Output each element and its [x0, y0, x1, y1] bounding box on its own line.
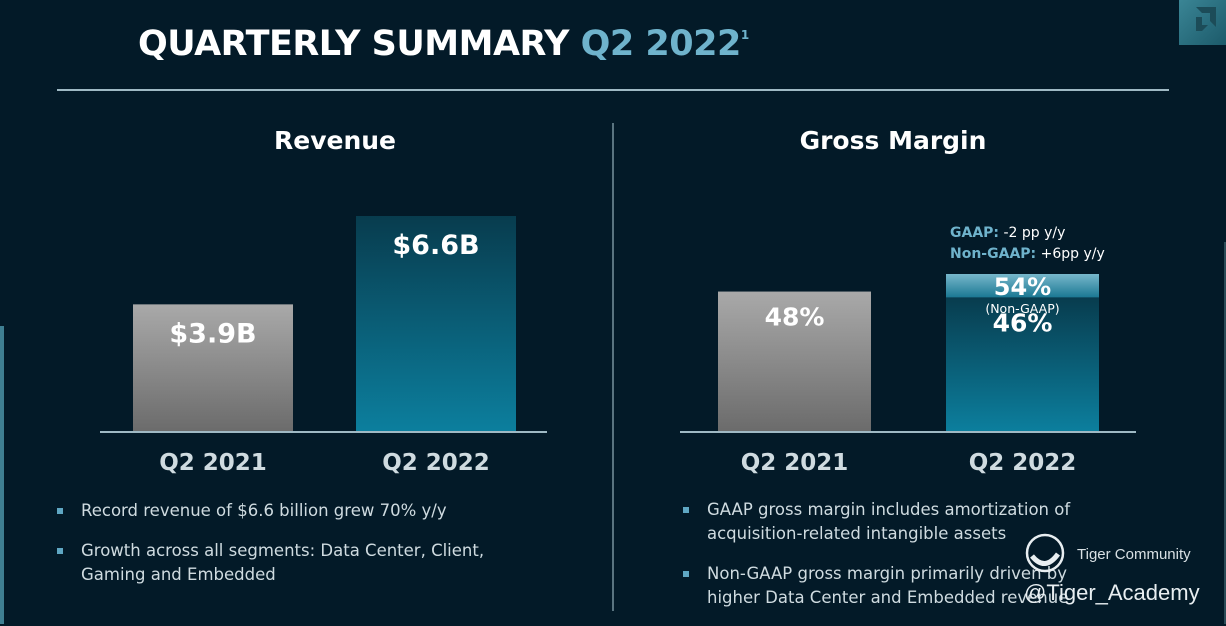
gross-margin-chart-title: Gross Margin	[799, 126, 987, 155]
title-underline	[57, 89, 1169, 91]
bullet-square-icon	[683, 507, 689, 513]
gaap-margin-bar	[946, 297, 1099, 432]
gross-margin-bullet: Non-GAAP gross margin primarily driven b…	[682, 562, 1102, 610]
gross-margin-chart: 48% Q2 2021 46% Q2 2022 54%(Non-GAAP)	[680, 273, 1136, 476]
non-gaap-data-label: 54%	[994, 273, 1051, 301]
amd-arrow-logo-icon	[1196, 7, 1216, 31]
revenue-bullet: Record revenue of $6.6 billion grew 70% …	[56, 499, 506, 523]
title-quarter: Q2 2022	[580, 24, 742, 64]
bullet-square-icon	[57, 508, 63, 514]
gross-margin-bullet: GAAP gross margin includes amortization …	[682, 498, 1102, 546]
revenue-chart: $3.9B Q2 2021 $6.6B Q2 2022	[100, 216, 547, 476]
tiger-community-logo-icon	[1025, 533, 1065, 573]
slide-frame-right-edge	[1224, 242, 1226, 624]
revenue-category-label: Q2 2022	[382, 450, 490, 476]
revenue-data-label: $6.6B	[392, 230, 479, 261]
gaap-change: GAAP: -2 pp y/y	[950, 225, 1066, 241]
revenue-data-label: $3.9B	[169, 318, 256, 349]
gaap-margin-bar	[718, 291, 871, 432]
section-divider	[612, 123, 614, 611]
slide-frame-left-edge	[0, 326, 4, 624]
revenue-chart-title: Revenue	[273, 126, 396, 155]
bullet-square-icon	[683, 571, 689, 577]
revenue-category-label: Q2 2021	[159, 450, 267, 476]
slide-title: QUARTERLY SUMMARY Q2 20221	[138, 24, 749, 64]
non-gaap-margin-bar	[946, 274, 1099, 298]
revenue-bar	[356, 216, 516, 432]
margin-category-label: Q2 2021	[741, 450, 849, 476]
bullet-square-icon	[57, 548, 63, 554]
revenue-bar	[133, 304, 293, 432]
title-footnote-marker: 1	[740, 28, 749, 42]
non-gaap-change: Non-GAAP: +6pp y/y	[950, 246, 1105, 262]
gross-margin-bullet-list: GAAP gross margin includes amortization …	[682, 498, 1102, 626]
non-gaap-sublabel: (Non-GAAP)	[985, 301, 1059, 316]
gaap-data-label: 46%	[993, 308, 1053, 337]
gaap-data-label: 48%	[765, 303, 825, 332]
revenue-bullet: Growth across all segments: Data Center,…	[56, 539, 506, 587]
margin-category-label: Q2 2022	[969, 450, 1077, 476]
watermark-community: Tiger Community	[1077, 546, 1191, 563]
title-main: QUARTERLY SUMMARY	[138, 24, 569, 64]
margin-change-annotation: GAAP: -2 pp y/y Non-GAAP: +6pp y/y	[950, 223, 1105, 265]
watermark-handle: @Tiger_Academy	[1024, 580, 1200, 605]
amd-logo	[1179, 0, 1226, 45]
revenue-bullet-list: Record revenue of $6.6 billion grew 70% …	[56, 499, 506, 603]
